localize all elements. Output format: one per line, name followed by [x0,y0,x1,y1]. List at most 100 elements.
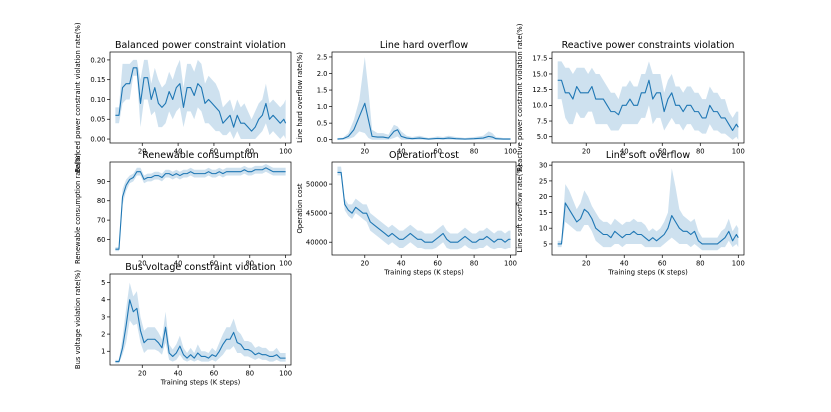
y-tick-label: 3 [101,313,105,321]
y-tick-label: 10 [539,225,548,233]
y-tick-label: 0.15 [90,76,105,84]
axes-frame [331,51,517,144]
axes-frame [331,161,517,256]
chart-title: Bus voltage constraint violation [125,262,276,273]
chart-linesoft: 20 40 60 80 100 5 10 15 20 25 30 Line soft overflow… [516,150,745,277]
y-tick-label: 15.0 [532,70,547,78]
y-tick-label: 20 [539,193,548,201]
y-tick-label: 2 [101,330,105,338]
axes-frame [109,161,292,256]
y-tick-label: 1 [101,348,105,356]
x-tick-label: 80 [696,260,705,268]
x-tick-label: 100 [504,260,517,268]
y-tick-label: 5 [543,240,547,248]
series-line [337,102,511,140]
y-tick-label: 5 [101,279,105,287]
x-tick-label: 20 [360,260,369,268]
y-tick-label: 60 [97,236,106,244]
y-tick-label: 0.20 [90,56,105,64]
y-tick-label: 0.00 [90,135,105,143]
axes-frame [551,161,745,256]
x-tick-label: 100 [279,370,292,378]
confidence-band [557,168,739,251]
y-tick-label: 50000 [306,180,328,188]
chart-title: Balanced power constraint violation [115,40,286,51]
series-line [337,171,511,243]
confidence-band [337,166,511,250]
series-line [557,202,739,245]
chart-title: Renewable consumption [142,150,259,161]
series-line [115,299,286,363]
y-axis-label: Operation cost [296,183,304,233]
x-tick-label: 60 [210,370,219,378]
chart-title: Line hard overflow [380,40,468,51]
y-tick-label: 0.5 [317,120,328,128]
x-tick-label: 20 [582,148,591,156]
chart-renewable: 20 40 60 80 100 60 70 80 90 Renewable consumption… [74,150,292,268]
y-axis-label: Renewable consumption rate(%) [74,153,82,264]
y-tick-label: 40000 [306,239,328,247]
x-axis-label: Training steps (K steps) [607,269,688,277]
y-tick-label: 70 [97,217,106,225]
x-tick-label: 60 [433,148,442,156]
chart-title: Reactive power constraints violation [562,40,735,51]
y-tick-label: 1.5 [317,86,328,94]
y-tick-label: 1.0 [317,103,328,111]
x-tick-label: 40 [620,260,629,268]
y-axis-label: Reactive power constraint violation rate… [516,23,524,171]
confidence-band [337,56,511,140]
series-line [115,67,287,132]
x-tick-label: 80 [696,148,705,156]
x-tick-label: 40 [174,370,183,378]
series-line [557,79,739,131]
x-tick-label: 40 [397,148,406,156]
y-tick-label: 4 [101,296,105,304]
y-axis-label: Line hard overflow rate(%) [296,52,304,143]
chart-title: Operation cost [389,150,459,161]
x-tick-label: 40 [174,148,183,156]
y-tick-label: 90 [97,178,106,186]
chart-balanced: 20 40 60 80 100 0.00 0.05 0.10 0.15 0.20 Balanced … [74,22,292,172]
x-tick-label: 80 [470,260,479,268]
y-tick-label: 5.0 [537,133,548,141]
x-tick-label: 20 [138,370,147,378]
x-axis-label: Training steps (K steps) [160,379,241,387]
series-line [115,167,286,250]
chart-linehard: 20 40 60 80 100 0.0 0.5 1.0 1.5 2.0 2.5 Line hard o… [296,40,517,156]
y-tick-label: 10.0 [532,102,547,110]
confidence-band [115,163,286,252]
x-tick-label: 40 [397,260,406,268]
y-tick-label: 2.0 [317,70,328,78]
x-tick-label: 100 [279,148,292,156]
x-tick-label: 100 [504,148,517,156]
chart-title: Line soft overflow [606,150,690,161]
x-tick-label: 40 [620,148,629,156]
x-tick-label: 20 [582,260,591,268]
x-tick-label: 20 [138,260,147,268]
y-tick-label: 0.05 [90,116,105,124]
y-tick-label: 30 [539,162,548,170]
y-tick-label: 15 [539,209,548,217]
y-axis-label: Bus voltage violation rate(%) [74,270,82,369]
y-axis-label: Balanced power constraint violation rate… [74,22,82,172]
axes-frame [109,273,292,366]
chart-busvoltage: 20 40 60 80 100 1 2 3 4 5 Bus voltage constraint v… [74,262,292,387]
x-tick-label: 80 [470,148,479,156]
x-tick-label: 60 [210,260,219,268]
y-tick-label: 0.10 [90,96,105,104]
x-tick-label: 40 [174,260,183,268]
x-tick-label: 60 [210,148,219,156]
y-tick-label: 0.0 [317,136,328,144]
axes-frame [109,51,292,144]
axes-frame [551,51,745,144]
x-tick-label: 100 [279,260,292,268]
y-tick-label: 25 [539,177,548,185]
x-axis-label: Training steps (K steps) [383,269,464,277]
x-tick-label: 100 [732,148,745,156]
x-tick-label: 60 [658,148,667,156]
y-tick-label: 17.5 [532,55,547,63]
confidence-band [115,282,286,364]
confidence-band [115,59,286,140]
